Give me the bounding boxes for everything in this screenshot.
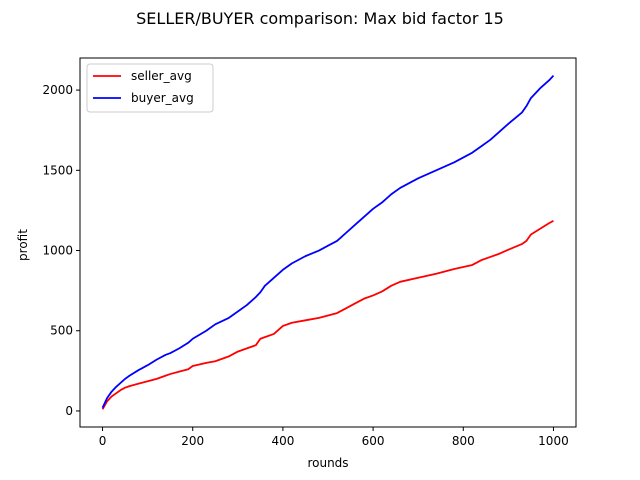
x-tick-label: 200 bbox=[181, 434, 204, 448]
x-tick-label: 1000 bbox=[538, 434, 569, 448]
y-axis-title: profit bbox=[16, 229, 30, 261]
x-tick-label: 600 bbox=[362, 434, 385, 448]
series-line-buyer_avg bbox=[101, 75, 555, 409]
x-axis-title: rounds bbox=[307, 456, 348, 470]
x-tick-label: 0 bbox=[99, 434, 107, 448]
y-tick-label: 500 bbox=[50, 324, 73, 338]
x-tick-label: 400 bbox=[271, 434, 294, 448]
series-layer bbox=[101, 75, 555, 410]
y-tick-label: 1500 bbox=[42, 163, 73, 177]
axes-layer: 0 200 400 600 800 1000 0 500 1000 1500 2000 bbox=[42, 57, 577, 448]
x-tick-label: 800 bbox=[452, 434, 475, 448]
legend: seller_avg buyer_avg bbox=[86, 63, 214, 113]
y-tick-label: 0 bbox=[65, 404, 73, 418]
axes-frame bbox=[79, 57, 577, 428]
series-line-seller_avg bbox=[101, 220, 554, 410]
plot-background bbox=[80, 58, 576, 427]
y-tick-label: 2000 bbox=[42, 83, 73, 97]
y-tick-label: 1000 bbox=[42, 244, 73, 258]
plot-area bbox=[80, 58, 576, 427]
legend-label-buyer_avg: buyer_avg bbox=[131, 91, 194, 105]
chart-title: SELLER/BUYER comparison: Max bid factor … bbox=[136, 9, 504, 28]
legend-label-seller_avg: seller_avg bbox=[131, 69, 192, 83]
